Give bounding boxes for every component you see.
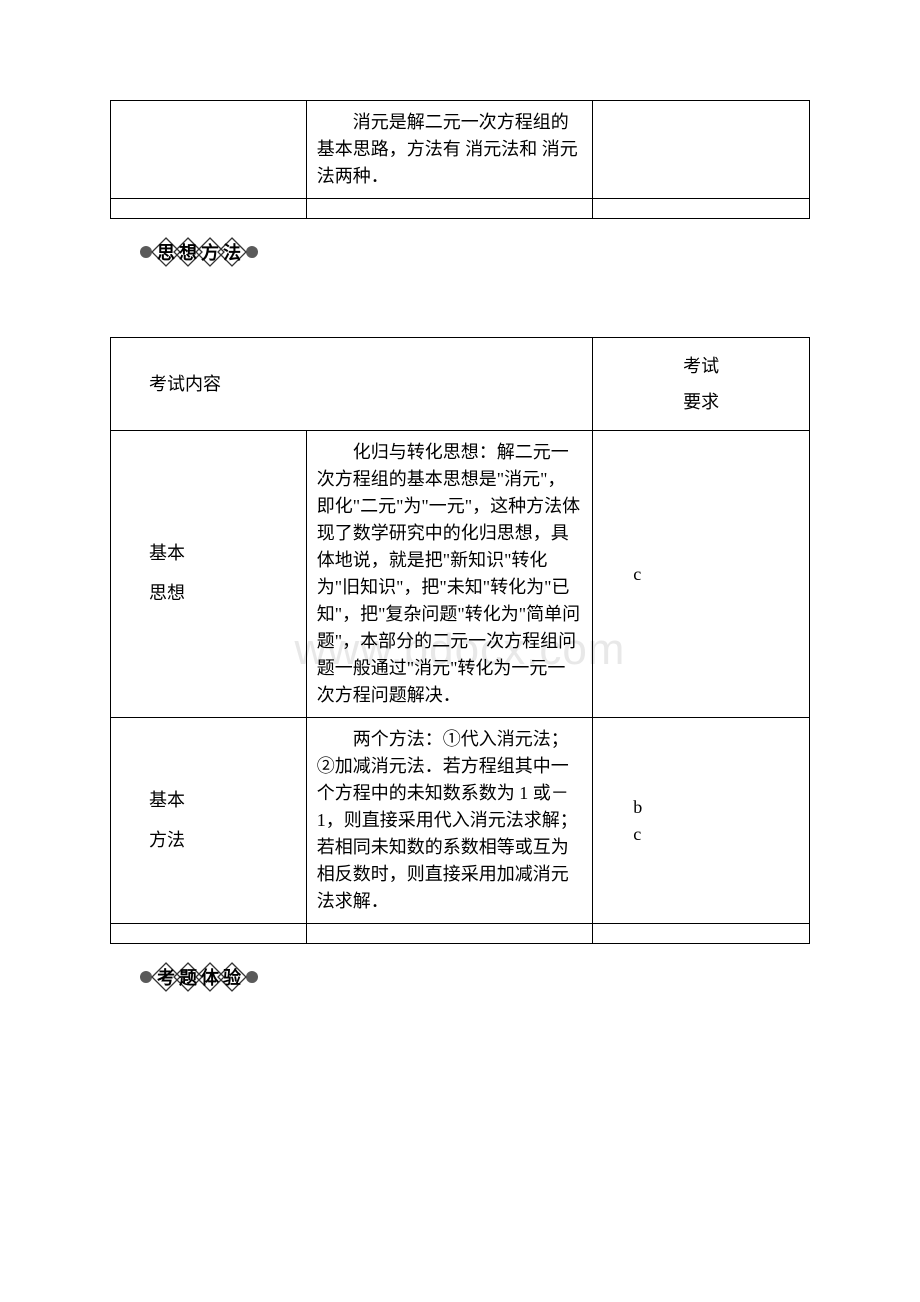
- req-text: b: [633, 797, 642, 817]
- cell-label-basic-thought: 基本 思想: [111, 431, 307, 718]
- spacer: [110, 297, 810, 337]
- table-row: 基本 方法 两个方法：①代入消元法；②加减消元法．若方程组其中一个方程中的未知数…: [111, 718, 810, 924]
- diamond-group: 思 想 方 法: [155, 237, 243, 267]
- cell-empty: [111, 199, 307, 219]
- label-line: 基本: [149, 543, 185, 563]
- header-line: 考试: [683, 356, 719, 376]
- header-exam-content: 考试内容: [111, 338, 593, 431]
- cell-empty: [111, 101, 307, 199]
- banner-row: 思 想 方 法: [140, 237, 258, 267]
- banner-char: 验: [223, 964, 241, 990]
- diamond-char: 验: [217, 962, 247, 992]
- cell-text: 消元是解二元一次方程组的基本思路，方法有 消元法和 消元法两种．: [317, 109, 583, 190]
- cell-text: 化归与转化思想：解二元一次方程组的基本思想是"消元"，即化"二元"为"一元"，这…: [317, 439, 583, 709]
- banner-char: 法: [223, 239, 241, 265]
- cell-content: 消元是解二元一次方程组的基本思路，方法有 消元法和 消元法两种．: [306, 101, 593, 199]
- label-line: 基本: [149, 790, 185, 810]
- header-line: 要求: [683, 392, 719, 412]
- table-main: 考试内容 考试 要求 基本 思想 化归与转化思想：解二元一次方程组的基本思想是"…: [110, 337, 810, 944]
- label-line: 方法: [149, 830, 185, 850]
- cell-requirement: b c: [593, 718, 810, 924]
- cell-empty: [306, 924, 593, 944]
- table-row: 消元是解二元一次方程组的基本思路，方法有 消元法和 消元法两种．: [111, 101, 810, 199]
- banner-row: 考 题 体 验: [140, 962, 258, 992]
- dot-icon: [246, 246, 258, 258]
- table-header-row: 考试内容 考试 要求: [111, 338, 810, 431]
- req-text: c: [633, 564, 641, 584]
- cell-empty: [593, 924, 810, 944]
- table-row-empty: [111, 924, 810, 944]
- table-row-empty: [111, 199, 810, 219]
- header-exam-requirement: 考试 要求: [593, 338, 810, 431]
- cell-empty: [306, 199, 593, 219]
- section-banner-thought-method: 思 想 方 法: [140, 237, 810, 267]
- cell-empty: [593, 199, 810, 219]
- diamond-char: 法: [217, 237, 247, 267]
- cell-label-basic-method: 基本 方法: [111, 718, 307, 924]
- table-row: 基本 思想 化归与转化思想：解二元一次方程组的基本思想是"消元"，即化"二元"为…: [111, 431, 810, 718]
- cell-requirement: c: [593, 431, 810, 718]
- diamond-group: 考 题 体 验: [155, 962, 243, 992]
- dot-icon: [246, 971, 258, 983]
- table-top: 消元是解二元一次方程组的基本思路，方法有 消元法和 消元法两种．: [110, 100, 810, 219]
- label-line: 思想: [149, 583, 185, 603]
- cell-text: 两个方法：①代入消元法；②加减消元法．若方程组其中一个方程中的未知数系数为 1 …: [317, 726, 583, 915]
- cell-content: 两个方法：①代入消元法；②加减消元法．若方程组其中一个方程中的未知数系数为 1 …: [306, 718, 593, 924]
- section-banner-exam-experience: 考 题 体 验: [140, 962, 810, 992]
- cell-empty: [593, 101, 810, 199]
- cell-empty: [111, 924, 307, 944]
- cell-content: 化归与转化思想：解二元一次方程组的基本思想是"消元"，即化"二元"为"一元"，这…: [306, 431, 593, 718]
- req-text: c: [633, 824, 641, 844]
